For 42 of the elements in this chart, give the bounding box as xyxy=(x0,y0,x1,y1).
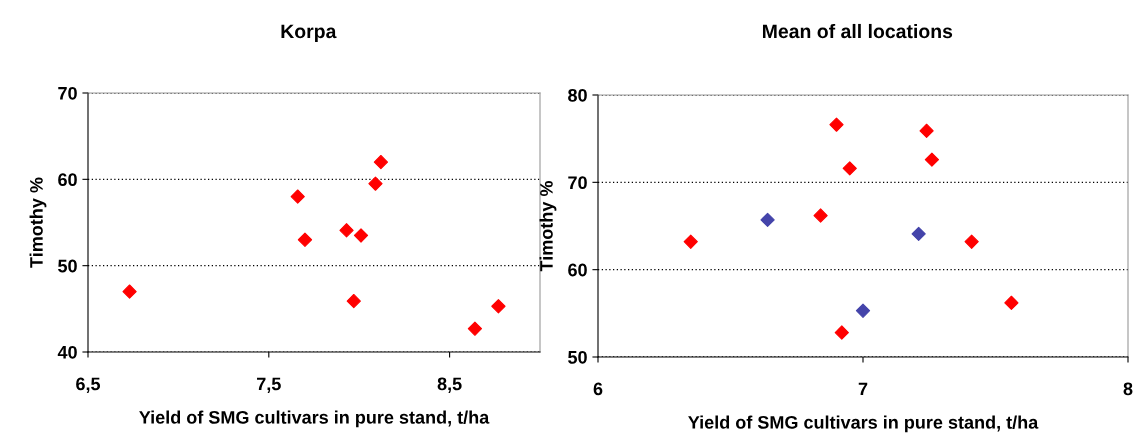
point xyxy=(924,152,940,167)
point xyxy=(919,123,934,138)
point xyxy=(911,226,926,242)
point xyxy=(813,208,828,223)
y-axis-title: Timothy % xyxy=(29,177,47,268)
y-tick-label: 50 xyxy=(568,350,587,364)
y-tick-label: 70 xyxy=(58,86,77,100)
y-axis-title: Timothy % xyxy=(539,180,557,272)
y-tick-label: 80 xyxy=(568,88,587,102)
point xyxy=(290,189,305,204)
x-tick-label: 8,5 xyxy=(437,377,462,393)
x-axis-title: Yield of SMG cultivars in pure stand, t/ha xyxy=(139,410,490,428)
x-tick-label: 6 xyxy=(593,382,603,396)
y-tick-label: 40 xyxy=(57,345,77,359)
point xyxy=(683,234,698,249)
point xyxy=(842,161,857,176)
point xyxy=(829,117,844,132)
point xyxy=(368,176,383,191)
point xyxy=(353,228,369,243)
point xyxy=(964,234,979,249)
point xyxy=(1004,295,1019,310)
point xyxy=(339,223,354,238)
x-tick-label: 6,5 xyxy=(76,377,101,393)
y-tick-label: 50 xyxy=(58,259,77,273)
point xyxy=(760,212,775,228)
point xyxy=(491,299,506,314)
point xyxy=(834,325,849,340)
x-tick-label: 7,5 xyxy=(257,377,281,393)
chart-title: Korpa xyxy=(281,24,337,43)
x-axis-title: Yield of SMG cultivars in pure stand, t/ha xyxy=(688,415,1039,433)
point xyxy=(373,154,389,170)
x-tick-label: 8 xyxy=(1123,382,1133,396)
y-tick-label: 60 xyxy=(58,173,77,187)
point xyxy=(346,293,361,309)
chart-title: Mean of all locations xyxy=(762,23,953,39)
y-tick-label: 70 xyxy=(568,176,587,190)
point xyxy=(297,232,313,247)
x-tick-label: 7 xyxy=(858,382,868,396)
point xyxy=(855,303,871,318)
y-tick-label: 60 xyxy=(568,263,587,277)
point xyxy=(467,321,483,336)
point xyxy=(122,284,137,299)
